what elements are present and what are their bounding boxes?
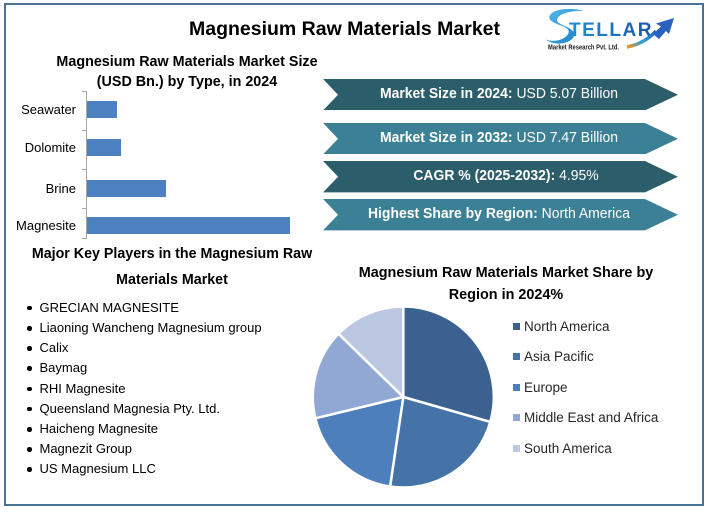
svg-text:TELLAR: TELLAR bbox=[569, 20, 653, 41]
svg-text:Market Research Pvt. Ltd.: Market Research Pvt. Ltd. bbox=[548, 45, 619, 52]
